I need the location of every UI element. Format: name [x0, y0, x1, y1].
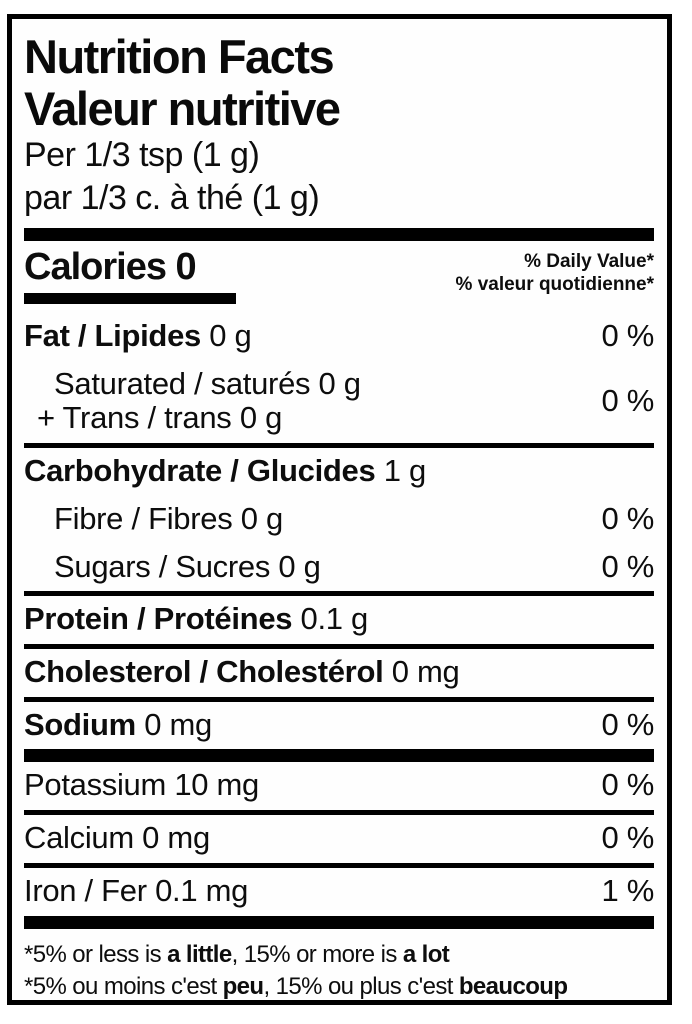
rule-above-calcium [24, 810, 654, 816]
calories-section: Calories 0 % Daily Value* % valeur quoti… [24, 241, 654, 313]
protein-label: Protein / Protéines 0.1 g [24, 601, 368, 637]
cholesterol-label: Cholesterol / Cholestérol 0 mg [24, 653, 460, 689]
trans-line: + Trans / trans 0 g [37, 400, 283, 436]
saturated-line: Saturated / saturés 0 g [54, 365, 361, 401]
iron-percent: 1 % [601, 872, 654, 908]
saturated-trans-percent: 0 % [601, 383, 654, 418]
fibre-label: Fibre / Fibres 0 g [54, 500, 283, 536]
rule-above-cholesterol [24, 643, 654, 649]
nutrition-facts-label: Nutrition Facts Valeur nutritive Per 1/3… [7, 14, 672, 1005]
sodium-label: Sodium 0 mg [24, 706, 212, 742]
iron-label: Iron / Fer 0.1 mg [24, 872, 249, 908]
potassium-label: Potassium 10 mg [24, 767, 259, 803]
title-english: Nutrition Facts [24, 30, 335, 83]
serving-size-french: par 1/3 c. à thé (1 g) [24, 179, 320, 218]
row-potassium: Potassium 10 mg 0 % [24, 762, 654, 810]
top-thick-rule [24, 228, 654, 242]
daily-value-header-english: % Daily Value* [524, 251, 654, 273]
footnote-french: *5% ou moins c'est peu, 15% ou plus c'es… [24, 972, 568, 1000]
thick-rule-above-potassium [24, 749, 654, 763]
label-header: Nutrition Facts Valeur nutritive Per 1/3… [24, 19, 654, 220]
sugars-label: Sugars / Sucres 0 g [54, 548, 321, 584]
potassium-percent: 0 % [601, 767, 654, 803]
footnotes: *5% or less is a little, 15% or more is … [24, 929, 654, 1015]
title-french: Valeur nutritive [24, 81, 341, 135]
calcium-label: Calcium 0 mg [24, 820, 210, 856]
row-calcium: Calcium 0 mg 0 % [24, 815, 654, 863]
saturated-trans-label: Saturated / saturés 0 g + Trans / trans … [24, 365, 361, 436]
row-protein: Protein / Protéines 0.1 g [24, 596, 654, 644]
calories-block: Calories 0 [24, 246, 236, 304]
daily-value-header-french: % valeur quotidienne* [455, 273, 654, 295]
row-sodium: Sodium 0 mg 0 % [24, 702, 654, 750]
fat-label: Fat / Lipides 0 g [24, 317, 252, 353]
row-iron: Iron / Fer 0.1 mg 1 % [24, 868, 654, 916]
row-fat: Fat / Lipides 0 g 0 % [24, 313, 654, 361]
fat-percent: 0 % [601, 317, 654, 353]
footnote-english: *5% or less is a little, 15% or more is … [24, 940, 450, 968]
calcium-percent: 0 % [601, 820, 654, 856]
row-cholesterol: Cholesterol / Cholestérol 0 mg [24, 649, 654, 697]
row-saturated-trans: Saturated / saturés 0 g + Trans / trans … [24, 361, 654, 443]
row-fibre: Fibre / Fibres 0 g 0 % [24, 496, 654, 544]
row-carbohydrate: Carbohydrate / Glucides 1 g [24, 448, 654, 496]
carbohydrate-label: Carbohydrate / Glucides 1 g [24, 453, 426, 489]
thick-rule-above-footnotes [24, 915, 654, 929]
row-sugars: Sugars / Sucres 0 g 0 % [24, 544, 654, 592]
rule-above-sodium [24, 696, 654, 702]
sodium-percent: 0 % [601, 706, 654, 742]
serving-size-english: Per 1/3 tsp (1 g) [24, 136, 260, 175]
rule-above-protein [24, 591, 654, 597]
sugars-percent: 0 % [601, 548, 654, 584]
daily-value-header: % Daily Value* % valeur quotidienne* [456, 248, 654, 297]
rule-above-carbohydrate [24, 443, 654, 449]
fibre-percent: 0 % [601, 500, 654, 536]
calories-value: Calories 0 [24, 246, 197, 289]
calories-underline [24, 292, 236, 304]
rule-above-iron [24, 862, 654, 868]
